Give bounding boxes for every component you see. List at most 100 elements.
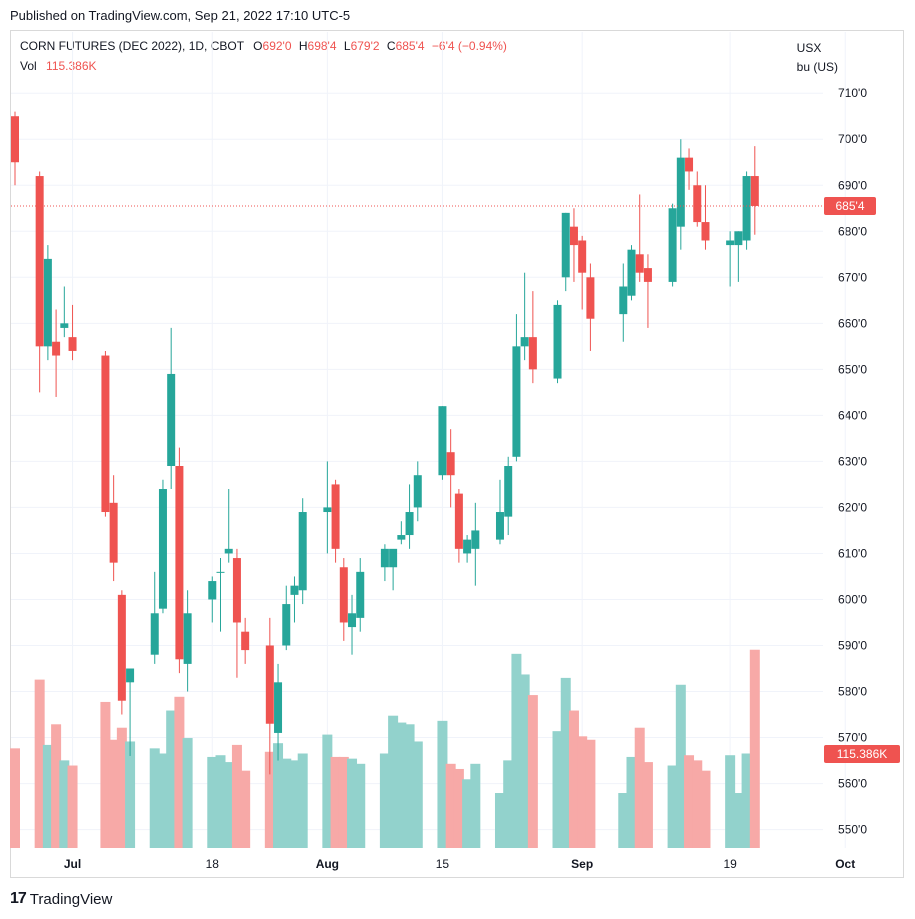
candle-body bbox=[68, 337, 77, 351]
volume-bar bbox=[667, 765, 678, 848]
volume-bar bbox=[67, 765, 78, 848]
close-label: C bbox=[386, 39, 396, 53]
candle-body bbox=[635, 254, 644, 273]
high-value: 698'4 bbox=[307, 39, 337, 53]
candle-body bbox=[101, 355, 110, 513]
close-value: 685'4 bbox=[395, 39, 425, 53]
candle-body bbox=[348, 613, 357, 628]
volume-bar bbox=[355, 763, 366, 848]
candle-body bbox=[520, 337, 529, 347]
volume-bar bbox=[453, 768, 464, 848]
volume-bar bbox=[692, 760, 703, 848]
candle-body bbox=[208, 581, 217, 600]
currency-unit: USX bu (US) bbox=[797, 39, 838, 77]
x-tick-label: 18 bbox=[206, 857, 220, 871]
candle-body bbox=[109, 502, 118, 563]
volume-bar bbox=[511, 653, 522, 848]
volume-bar bbox=[240, 770, 251, 848]
change-value: −6'4 (−0.94%) bbox=[431, 39, 507, 53]
candle-body bbox=[504, 466, 513, 517]
candle-body bbox=[643, 268, 652, 282]
volume-bar bbox=[330, 756, 341, 848]
brand-label: TradingView bbox=[29, 890, 113, 908]
y-tick-label: 620'0 bbox=[838, 500, 867, 514]
y-tick-label: 560'0 bbox=[838, 777, 867, 791]
candle-body bbox=[693, 185, 702, 223]
volume-bar bbox=[108, 739, 119, 848]
candle-body bbox=[389, 548, 398, 568]
last-volume-tag bbox=[824, 745, 900, 763]
chart-frame bbox=[10, 30, 904, 878]
candle-body bbox=[561, 212, 570, 278]
volume-bar bbox=[642, 762, 653, 848]
volume-bar bbox=[404, 724, 415, 848]
candle-body bbox=[126, 668, 135, 683]
published-caption: Published on TradingView.com, Sep 21, 20… bbox=[10, 8, 351, 23]
candle-body bbox=[60, 323, 69, 328]
candle-body bbox=[676, 157, 685, 227]
volume-bar bbox=[215, 755, 226, 848]
volume-bar bbox=[59, 760, 70, 848]
candle-body bbox=[356, 571, 365, 618]
y-tick-label: 700'0 bbox=[838, 132, 867, 146]
volume-bar bbox=[338, 756, 349, 848]
y-tick-label: 580'0 bbox=[838, 685, 867, 699]
volume-bar bbox=[552, 731, 563, 848]
volume-bar bbox=[634, 727, 645, 848]
candle-body bbox=[668, 208, 677, 282]
candle-body bbox=[150, 613, 159, 655]
candle-body bbox=[578, 240, 587, 273]
open-label: O bbox=[253, 39, 263, 53]
volume-value: 115.386K bbox=[46, 59, 97, 73]
volume-bar bbox=[725, 755, 736, 848]
last-volume-label: 115.386K bbox=[837, 747, 888, 761]
candle-body bbox=[701, 222, 710, 241]
volume-bar bbox=[42, 744, 53, 848]
y-tick-label: 590'0 bbox=[838, 638, 867, 652]
volume-bar bbox=[749, 649, 760, 848]
volume-bar bbox=[51, 724, 62, 848]
candle-body bbox=[117, 594, 126, 701]
volume-bar bbox=[231, 744, 242, 848]
candle-body bbox=[331, 484, 340, 549]
volume-bar bbox=[273, 743, 284, 848]
unit-label: bu (US) bbox=[796, 60, 838, 74]
volume-bar bbox=[297, 753, 308, 848]
volume-bar bbox=[125, 741, 136, 848]
volume-bar bbox=[470, 763, 481, 848]
volume-bar bbox=[174, 696, 185, 848]
open-value: 692'0 bbox=[262, 39, 292, 53]
candle-body bbox=[446, 452, 455, 476]
volume-bar bbox=[223, 762, 234, 848]
candle-body bbox=[405, 512, 414, 536]
candle-body bbox=[726, 240, 735, 246]
y-tick-label: 570'0 bbox=[838, 731, 867, 745]
volume-bar bbox=[684, 755, 695, 848]
candle-body bbox=[750, 176, 759, 206]
y-tick-label: 710'0 bbox=[838, 86, 867, 100]
volume-bar bbox=[166, 710, 177, 848]
volume-bar bbox=[503, 760, 514, 848]
candle-body bbox=[158, 489, 167, 609]
volume-bar bbox=[445, 763, 456, 848]
candle-body bbox=[265, 645, 274, 724]
volume-bar bbox=[700, 770, 711, 848]
candle-body bbox=[569, 226, 578, 246]
candle-body bbox=[512, 346, 521, 457]
volume-bar bbox=[388, 715, 399, 848]
x-tick-label: Oct bbox=[835, 857, 855, 871]
volume-bar bbox=[618, 793, 629, 848]
candle-body bbox=[454, 493, 463, 549]
candle-body bbox=[471, 530, 480, 549]
x-tick-label: Jul bbox=[64, 857, 81, 871]
volume-bar bbox=[412, 741, 423, 848]
candle-body bbox=[175, 466, 184, 660]
volume-bar bbox=[568, 710, 579, 848]
y-tick-label: 690'0 bbox=[838, 178, 867, 192]
candle-body bbox=[224, 548, 233, 554]
tradingview-logo-icon: 17 bbox=[10, 890, 27, 907]
y-tick-label: 670'0 bbox=[838, 270, 867, 284]
candle-body bbox=[495, 512, 504, 540]
volume-bar bbox=[10, 748, 20, 848]
